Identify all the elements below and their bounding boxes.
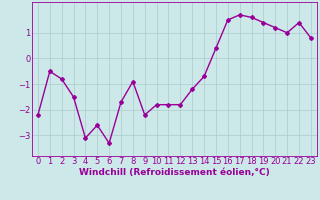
X-axis label: Windchill (Refroidissement éolien,°C): Windchill (Refroidissement éolien,°C) xyxy=(79,168,270,177)
